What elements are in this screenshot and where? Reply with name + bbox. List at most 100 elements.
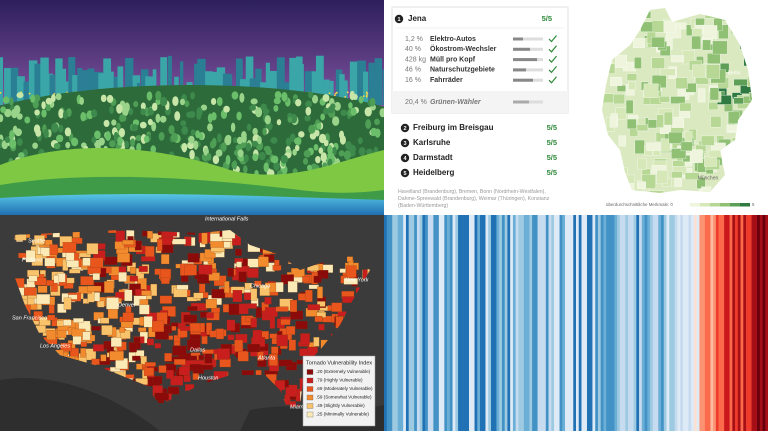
card-footer <box>392 91 568 113</box>
indicator-track <box>513 68 543 72</box>
district <box>701 135 715 146</box>
district <box>733 97 745 105</box>
illustration <box>0 0 384 215</box>
county <box>257 351 264 361</box>
county <box>305 289 313 302</box>
county <box>73 318 84 323</box>
building <box>245 56 254 105</box>
stripe <box>433 215 437 431</box>
tree <box>9 97 14 106</box>
tree <box>16 113 23 120</box>
county <box>208 272 220 281</box>
stripe <box>507 215 511 431</box>
county <box>343 278 358 285</box>
tree <box>216 96 223 107</box>
light <box>0 91 2 94</box>
stripe <box>518 215 522 431</box>
county <box>198 283 206 294</box>
tree <box>51 122 59 133</box>
stripe <box>554 215 558 431</box>
city-label: Houston <box>198 375 219 381</box>
stripe <box>570 215 574 431</box>
county <box>68 294 78 300</box>
stripe <box>537 215 541 431</box>
county <box>79 252 91 258</box>
stripe <box>551 215 555 431</box>
tree <box>251 140 259 148</box>
tree <box>332 116 340 126</box>
stripe <box>595 215 599 431</box>
stripe <box>614 215 618 431</box>
district <box>671 148 687 159</box>
county <box>184 264 197 276</box>
tree <box>290 113 298 124</box>
tree <box>249 104 257 111</box>
stripe <box>458 215 462 431</box>
county <box>290 310 303 320</box>
stripe <box>414 215 418 431</box>
district <box>710 116 722 128</box>
county <box>157 239 163 252</box>
city-label: International Falls <box>205 216 249 222</box>
county <box>108 230 117 234</box>
tree <box>303 157 309 165</box>
stripe <box>556 215 560 431</box>
tree <box>320 113 326 121</box>
stripe <box>490 215 495 431</box>
county <box>46 329 56 341</box>
tree <box>193 140 199 150</box>
county <box>271 346 279 354</box>
tree <box>53 142 61 150</box>
tree <box>322 94 330 102</box>
tree <box>315 156 321 164</box>
stripe <box>724 215 728 431</box>
stripe <box>721 215 725 431</box>
tree <box>243 165 248 174</box>
stripe <box>688 215 692 431</box>
county <box>91 326 101 331</box>
tree <box>56 134 64 143</box>
stripe <box>622 215 626 431</box>
stripe <box>480 215 484 431</box>
county <box>318 324 325 331</box>
tree <box>264 115 271 125</box>
district <box>609 117 618 128</box>
stripe <box>436 215 440 431</box>
legend-swatch <box>306 377 314 384</box>
building <box>55 58 63 105</box>
tree <box>216 133 222 143</box>
light <box>362 95 365 98</box>
county <box>144 362 156 367</box>
county <box>118 266 127 273</box>
light <box>344 96 347 98</box>
county <box>119 327 125 333</box>
tree <box>210 97 217 106</box>
building <box>304 71 314 105</box>
building <box>276 57 285 105</box>
stripe <box>710 215 714 431</box>
tree <box>100 94 107 103</box>
district <box>696 177 706 189</box>
stripe <box>639 215 643 431</box>
indicator-track <box>513 37 543 41</box>
county <box>206 312 214 319</box>
district <box>695 77 709 85</box>
tree <box>243 154 249 163</box>
county <box>232 290 243 303</box>
tree <box>316 122 322 130</box>
stripe <box>652 215 656 431</box>
score: 5/5 <box>547 138 557 147</box>
stripe <box>573 215 577 431</box>
county <box>226 319 236 331</box>
stripe <box>685 215 689 431</box>
district <box>616 85 627 92</box>
legend: Tornado Vulnerability Index .20 (Extreme… <box>302 355 376 427</box>
district <box>702 25 718 39</box>
county <box>124 289 133 302</box>
tree <box>311 94 319 104</box>
building <box>269 70 277 105</box>
tree <box>181 125 189 135</box>
district <box>689 149 703 163</box>
county <box>120 321 134 328</box>
